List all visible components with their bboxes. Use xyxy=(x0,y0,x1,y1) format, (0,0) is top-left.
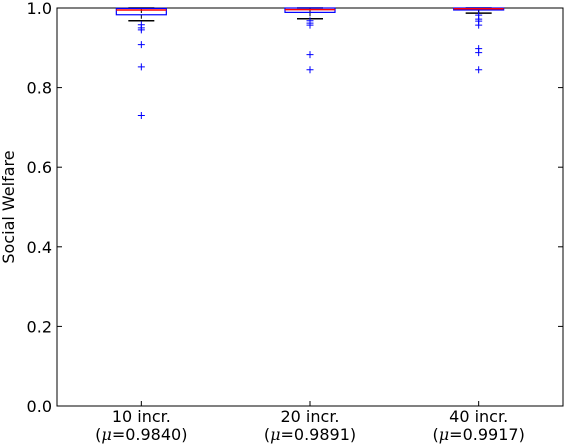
y-tick-label: 0.6 xyxy=(27,158,52,177)
category-label: 10 incr. xyxy=(112,407,171,426)
category-label: 20 incr. xyxy=(280,407,339,426)
y-tick-label: 0.4 xyxy=(27,238,52,257)
box xyxy=(115,7,167,16)
y-tick-label: 0.8 xyxy=(27,79,52,98)
y-tick-label: 0.2 xyxy=(27,317,52,336)
outlier-point xyxy=(475,49,483,57)
category-mean-label: (μ=0.9917) xyxy=(433,425,525,444)
y-tick-label: 0.0 xyxy=(27,397,52,416)
outlier-point xyxy=(137,63,145,71)
outlier-point xyxy=(306,21,314,29)
category-label: 40 incr. xyxy=(449,407,508,426)
outlier-point xyxy=(306,51,314,59)
y-tick-label: 1.0 xyxy=(27,0,52,18)
y-axis-label: Social Welfare xyxy=(0,150,18,263)
outlier-point xyxy=(306,66,314,74)
outlier-point xyxy=(475,66,483,74)
mean-value: 0.9891 xyxy=(294,425,350,444)
mean-value: 0.9840 xyxy=(125,425,181,444)
outlier-point xyxy=(137,26,145,34)
category-mean-label: (μ=0.9840) xyxy=(95,425,187,444)
category-mean-label: (μ=0.9891) xyxy=(264,425,356,444)
outlier-point xyxy=(475,21,483,29)
outlier-point xyxy=(137,111,145,119)
mean-value: 0.9917 xyxy=(463,425,519,444)
outlier-point xyxy=(137,41,145,49)
